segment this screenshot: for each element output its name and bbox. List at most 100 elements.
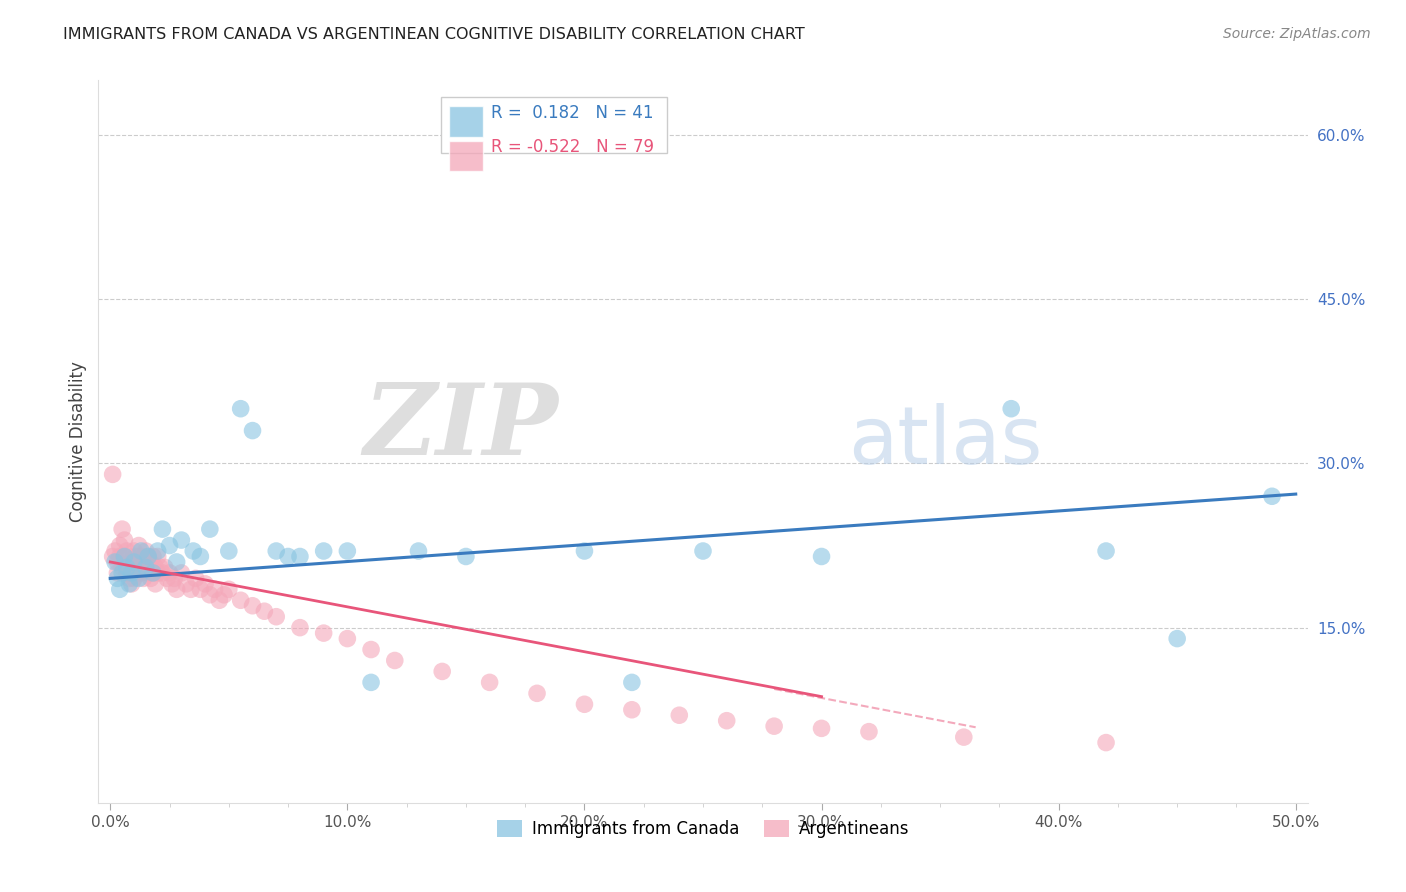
Point xyxy=(101,467,124,482)
Point xyxy=(668,708,690,723)
Point xyxy=(129,544,152,558)
Point xyxy=(1166,632,1188,646)
Point xyxy=(146,549,169,564)
Point xyxy=(143,577,166,591)
Point xyxy=(149,560,172,574)
Point xyxy=(108,549,131,564)
Point xyxy=(212,588,235,602)
Point xyxy=(166,555,188,569)
Point xyxy=(105,555,128,569)
Point xyxy=(288,621,311,635)
Point xyxy=(108,582,131,597)
Point xyxy=(114,533,136,547)
Point xyxy=(115,566,138,580)
Point xyxy=(198,588,221,602)
FancyBboxPatch shape xyxy=(449,141,482,171)
Text: atlas: atlas xyxy=(848,402,1042,481)
Point xyxy=(163,571,186,585)
Point xyxy=(122,544,145,558)
Point xyxy=(142,549,165,564)
Point xyxy=(194,577,217,591)
Point xyxy=(121,555,143,569)
Point xyxy=(135,560,157,574)
Point xyxy=(432,665,454,679)
Legend: Immigrants from Canada, Argentineans: Immigrants from Canada, Argentineans xyxy=(489,814,917,845)
Point xyxy=(136,549,159,564)
Text: R = -0.522   N = 79: R = -0.522 N = 79 xyxy=(492,138,654,156)
Point xyxy=(152,522,174,536)
Point xyxy=(312,544,335,558)
Point xyxy=(208,593,231,607)
Point xyxy=(170,533,193,547)
Point xyxy=(166,582,188,597)
Text: Source: ZipAtlas.com: Source: ZipAtlas.com xyxy=(1223,27,1371,41)
Point xyxy=(810,722,832,736)
Point xyxy=(763,719,786,733)
Point xyxy=(277,549,299,564)
Point xyxy=(312,626,335,640)
Point xyxy=(143,560,166,574)
Point xyxy=(129,549,152,564)
Point xyxy=(156,571,179,585)
Point xyxy=(620,675,643,690)
Point xyxy=(620,703,643,717)
Point xyxy=(128,571,150,585)
Point xyxy=(526,686,548,700)
Point xyxy=(122,571,145,585)
Point xyxy=(121,566,143,580)
Point xyxy=(574,544,596,558)
Point xyxy=(111,560,134,574)
Point xyxy=(105,571,128,585)
Text: ZIP: ZIP xyxy=(363,379,558,475)
Point xyxy=(105,566,128,580)
Point xyxy=(242,599,264,613)
FancyBboxPatch shape xyxy=(449,106,482,136)
Point xyxy=(118,577,141,591)
Y-axis label: Cognitive Disability: Cognitive Disability xyxy=(69,361,87,522)
Point xyxy=(159,566,181,580)
Point xyxy=(1095,544,1118,558)
Point xyxy=(115,544,138,558)
Point xyxy=(360,675,382,690)
Point xyxy=(264,544,287,558)
Point xyxy=(122,560,145,574)
Point xyxy=(142,566,165,580)
Point xyxy=(114,549,136,564)
Text: R =  0.182   N = 41: R = 0.182 N = 41 xyxy=(492,103,654,122)
Point xyxy=(264,609,287,624)
Point xyxy=(136,549,159,564)
Point xyxy=(384,653,406,667)
Point xyxy=(153,560,176,574)
Point xyxy=(408,544,430,558)
Point xyxy=(111,522,134,536)
Point xyxy=(190,582,212,597)
Point xyxy=(253,604,276,618)
Point xyxy=(229,401,252,416)
Point xyxy=(136,566,159,580)
Point xyxy=(115,560,138,574)
Point xyxy=(184,571,207,585)
Point xyxy=(1261,489,1284,503)
Point xyxy=(336,544,359,558)
Point xyxy=(108,539,131,553)
Point xyxy=(692,544,714,558)
Point xyxy=(160,577,183,591)
Point xyxy=(159,539,181,553)
Point xyxy=(952,730,974,744)
Point xyxy=(118,549,141,564)
Point xyxy=(118,571,141,585)
Point xyxy=(111,566,134,580)
Point xyxy=(152,566,174,580)
Point xyxy=(242,424,264,438)
Point xyxy=(229,593,252,607)
Point xyxy=(128,555,150,569)
Point xyxy=(142,566,165,580)
Point xyxy=(174,577,197,591)
Point xyxy=(288,549,311,564)
Point xyxy=(121,577,143,591)
Point xyxy=(170,566,193,580)
Point xyxy=(101,549,124,564)
Point xyxy=(1000,401,1022,416)
Point xyxy=(122,555,145,569)
Point xyxy=(146,566,169,580)
